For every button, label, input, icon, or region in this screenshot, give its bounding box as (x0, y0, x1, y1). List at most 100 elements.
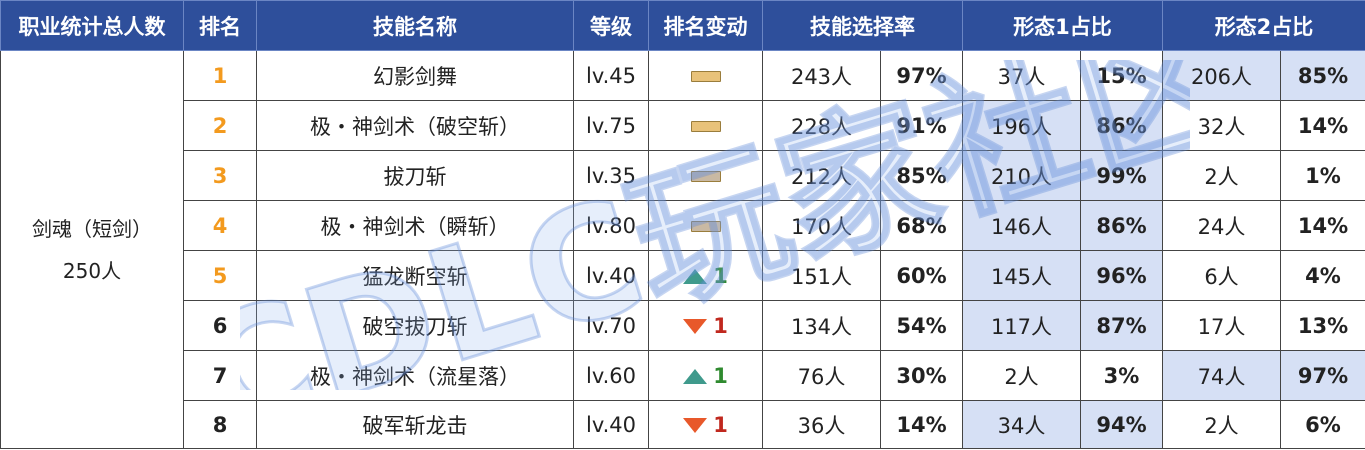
triangle-down-icon (683, 318, 708, 334)
table-row: 剑魂（短剑） 250人 1 幻影剑舞 lv.45 243人 97% 37人 15% 206人 85% (0, 50, 1365, 449)
form1-rate-cell: 99% (1080, 150, 1163, 201)
select-count-cell: 76人 (762, 350, 881, 401)
rank-cell: 3 (183, 150, 257, 201)
form2-rate-cell: 13% (1280, 300, 1365, 351)
level-cell: lv.70 (573, 300, 649, 351)
table-row: 3 拔刀斩 lv.35 212人 85% 210人 99% 2人 1% (1, 150, 1365, 201)
rank-cell: 2 (183, 100, 257, 151)
rank-cell: 1 (183, 50, 257, 101)
form1-rate-cell: 96% (1080, 250, 1163, 301)
select-rate-cell: 68% (880, 200, 963, 251)
form1-rate-cell: 87% (1080, 300, 1163, 351)
form2-count-cell: 74人 (1162, 350, 1281, 401)
job-name: 剑魂（短剑） (32, 216, 152, 241)
select-rate-cell: 30% (880, 350, 963, 401)
select-rate-cell: 60% (880, 250, 963, 301)
header-rank: 排名 (183, 0, 257, 51)
table-row: 7 极・神剑术（流星落） lv.60 1 76人 30% 2人 3% 74人 97% (1, 350, 1365, 401)
job-cell: 剑魂（短剑） 250人 (0, 50, 184, 449)
header-form1-ratio: 形态1占比 (962, 0, 1163, 51)
form1-rate-cell: 3% (1080, 350, 1163, 401)
rank-change-cell: 1 (648, 350, 763, 401)
rank-change-cell: 1 (648, 400, 763, 449)
rank-cell: 4 (183, 200, 257, 251)
table-row: 6 破空拔刀斩 lv.70 1 134人 54% 117人 87% 17人 13% (1, 300, 1365, 351)
rank-change-cell (648, 150, 763, 201)
no-change-icon (690, 221, 721, 232)
table-row: 4 极・神剑术（瞬斩） lv.80 170人 68% 146人 86% 24人 14% (1, 200, 1365, 251)
rank-cell: 5 (183, 250, 257, 301)
form2-rate-cell: 97% (1280, 350, 1365, 401)
form2-rate-cell: 6% (1280, 400, 1365, 449)
header-job-total: 职业统计总人数 (0, 0, 184, 51)
form2-count-cell: 2人 (1162, 400, 1281, 449)
header-select-rate: 技能选择率 (762, 0, 963, 51)
header-form2-ratio: 形态2占比 (1162, 0, 1365, 51)
no-change-icon (690, 121, 721, 132)
table-row: 5 猛龙断空斩 lv.40 1 151人 60% 145人 96% 6人 4% (1, 250, 1365, 301)
rank-cell: 8 (183, 400, 257, 449)
rank-cell: 6 (183, 300, 257, 351)
rank-change-value: 1 (713, 364, 728, 388)
form2-count-cell: 17人 (1162, 300, 1281, 351)
form2-count-cell: 206人 (1162, 50, 1281, 101)
form1-rate-cell: 86% (1080, 100, 1163, 151)
skill-name-cell: 幻影剑舞 (256, 50, 574, 101)
skill-name-cell: 极・神剑术（流星落） (256, 350, 574, 401)
rank-change-cell: 1 (648, 300, 763, 351)
rank-cell: 7 (183, 350, 257, 401)
form1-count-cell: 117人 (962, 300, 1081, 351)
form1-count-cell: 34人 (962, 400, 1081, 449)
select-rate-cell: 97% (880, 50, 963, 101)
level-cell: lv.75 (573, 100, 649, 151)
select-count-cell: 228人 (762, 100, 881, 151)
level-cell: lv.40 (573, 400, 649, 449)
rank-change-cell (648, 50, 763, 101)
form2-rate-cell: 85% (1280, 50, 1365, 101)
form1-count-cell: 210人 (962, 150, 1081, 201)
level-cell: lv.45 (573, 50, 649, 101)
header-rank-change: 排名变动 (648, 0, 763, 51)
rank-change-value: 1 (713, 413, 728, 437)
select-count-cell: 151人 (762, 250, 881, 301)
select-count-cell: 134人 (762, 300, 881, 351)
triangle-up-icon (683, 268, 708, 284)
form1-count-cell: 196人 (962, 100, 1081, 151)
form1-count-cell: 2人 (962, 350, 1081, 401)
form1-rate-cell: 94% (1080, 400, 1163, 449)
form1-count-cell: 37人 (962, 50, 1081, 101)
level-cell: lv.40 (573, 250, 649, 301)
rank-change-value: 1 (713, 264, 728, 288)
form1-rate-cell: 15% (1080, 50, 1163, 101)
form2-count-cell: 2人 (1162, 150, 1281, 201)
header-level: 等级 (573, 0, 649, 51)
form2-rate-cell: 14% (1280, 200, 1365, 251)
form2-rate-cell: 14% (1280, 100, 1365, 151)
form1-count-cell: 146人 (962, 200, 1081, 251)
table-row: 8 破军斩龙击 lv.40 1 36人 14% 34人 94% 2人 6% (1, 400, 1365, 449)
skill-name-cell: 猛龙断空斩 (256, 250, 574, 301)
select-count-cell: 36人 (762, 400, 881, 449)
form2-count-cell: 24人 (1162, 200, 1281, 251)
rank-change-cell: 1 (648, 250, 763, 301)
select-count-cell: 212人 (762, 150, 881, 201)
form2-rate-cell: 4% (1280, 250, 1365, 301)
skill-name-cell: 破空拔刀斩 (256, 300, 574, 351)
no-change-icon (690, 171, 721, 182)
level-cell: lv.60 (573, 350, 649, 401)
skill-name-cell: 拔刀斩 (256, 150, 574, 201)
no-change-icon (690, 71, 721, 82)
triangle-down-icon (683, 417, 708, 433)
select-count-cell: 170人 (762, 200, 881, 251)
select-count-cell: 243人 (762, 50, 881, 101)
form1-count-cell: 145人 (962, 250, 1081, 301)
triangle-up-icon (683, 368, 708, 384)
select-rate-cell: 91% (880, 100, 963, 151)
select-rate-cell: 54% (880, 300, 963, 351)
table-row: 2 极・神剑术（破空斩） lv.75 228人 91% 196人 86% 32人 14% (1, 100, 1365, 151)
form2-count-cell: 32人 (1162, 100, 1281, 151)
level-cell: lv.35 (573, 150, 649, 201)
skill-name-cell: 极・神剑术（破空斩） (256, 100, 574, 151)
select-rate-cell: 14% (880, 400, 963, 449)
form2-rate-cell: 1% (1280, 150, 1365, 201)
